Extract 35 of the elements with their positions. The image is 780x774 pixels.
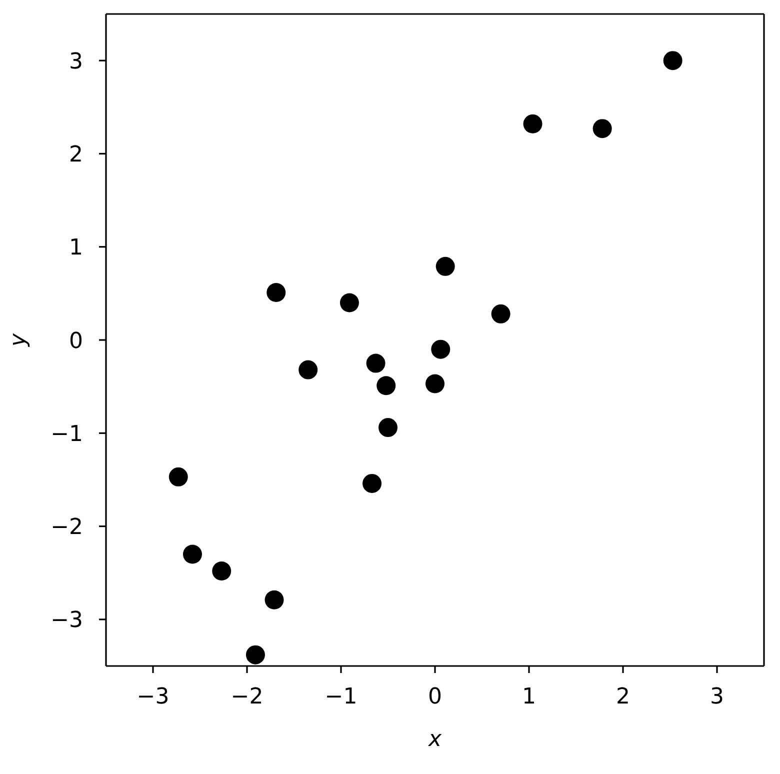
point (491, 304, 510, 324)
point (182, 544, 202, 564)
point (436, 256, 455, 276)
point (366, 354, 386, 373)
point (663, 51, 682, 70)
x-tick-label: 3 (710, 684, 724, 710)
point (246, 645, 265, 664)
point (266, 282, 286, 302)
y-tick-label: −1 (50, 422, 83, 447)
x-tick-label: 0 (428, 684, 442, 710)
y-tick-label: 2 (69, 142, 83, 168)
y-tick-label: 0 (69, 328, 83, 354)
y-tick-label: 1 (69, 236, 83, 261)
x-tick-label: −2 (230, 684, 264, 710)
y-tick-label: 3 (69, 49, 83, 74)
point (340, 293, 359, 312)
y-axis-title: y (6, 332, 32, 348)
x-tick-label: −1 (324, 684, 358, 710)
point (378, 418, 398, 438)
x-axis-title: x (427, 727, 442, 752)
x-tick-label: −3 (136, 684, 170, 710)
point (523, 114, 542, 134)
point (298, 360, 318, 380)
point (426, 374, 444, 394)
point (168, 467, 188, 486)
point (431, 340, 450, 359)
point (362, 474, 382, 493)
y-tick-label: −3 (50, 608, 83, 634)
x-tick-label: 2 (616, 684, 630, 710)
point (212, 561, 232, 580)
point (592, 119, 612, 138)
point (264, 590, 284, 610)
point (376, 376, 396, 396)
x-tick-label: 1 (522, 684, 536, 710)
y-tick-label: −2 (50, 515, 83, 540)
